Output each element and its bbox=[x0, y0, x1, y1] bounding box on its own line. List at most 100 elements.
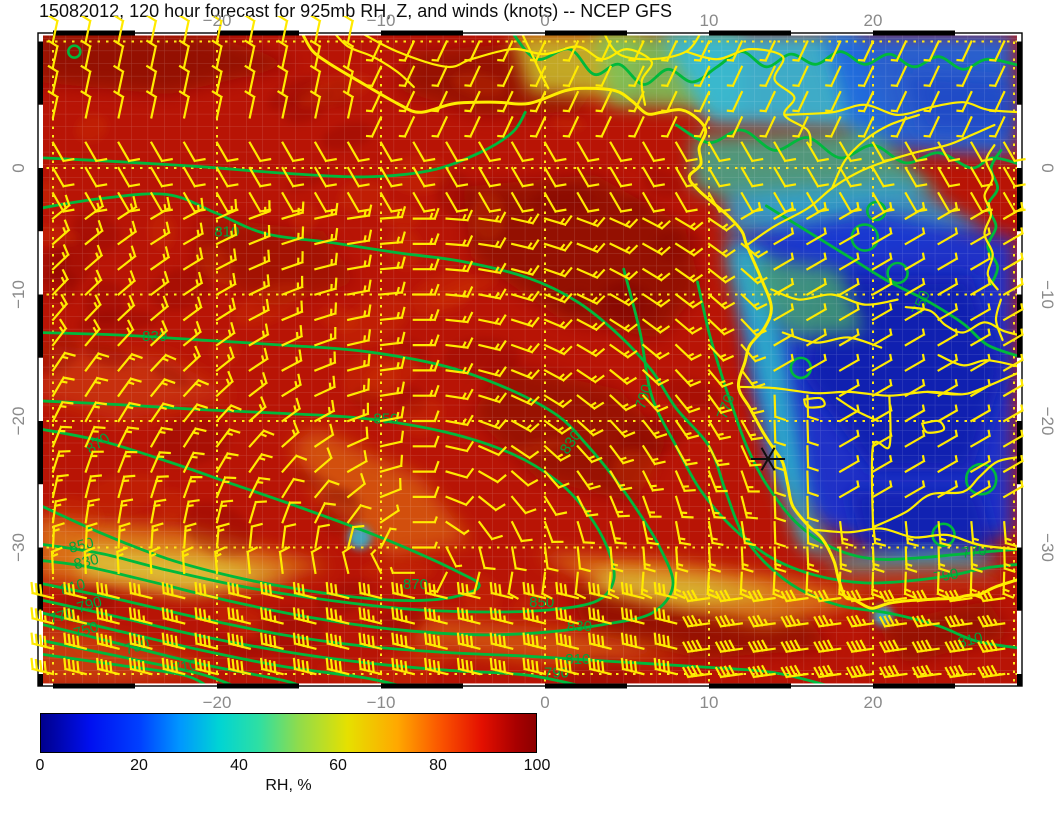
wind-barb bbox=[641, 318, 671, 334]
wind-barb bbox=[726, 65, 744, 88]
wind-barb bbox=[248, 323, 270, 347]
wind-barb bbox=[904, 328, 926, 347]
wind-barb bbox=[576, 318, 606, 332]
wind-barb bbox=[609, 267, 639, 281]
wind-barb bbox=[937, 480, 959, 499]
wind-barb bbox=[890, 115, 908, 138]
x-axis-tick-label-top: 20 bbox=[864, 11, 883, 30]
wind-barb bbox=[682, 664, 711, 679]
wind-barb bbox=[574, 571, 587, 600]
wind-barb bbox=[314, 277, 338, 296]
wind-barb bbox=[346, 329, 372, 347]
wind-barb bbox=[244, 90, 256, 119]
wind-barb bbox=[937, 328, 959, 347]
wind-barb bbox=[313, 375, 336, 398]
wind-barb bbox=[478, 211, 507, 224]
wind-barb bbox=[937, 201, 959, 221]
wind-barb bbox=[510, 419, 540, 433]
wind-barb bbox=[805, 277, 828, 297]
wind-barb bbox=[609, 166, 633, 188]
wind-barb bbox=[117, 220, 138, 246]
wind-barb bbox=[969, 201, 992, 221]
wind-barb bbox=[412, 258, 440, 271]
wind-barb bbox=[161, 607, 186, 625]
wind-barb bbox=[325, 632, 350, 651]
wind-barb bbox=[112, 90, 125, 119]
wind-barb bbox=[714, 664, 744, 679]
wind-barb bbox=[1002, 379, 1024, 398]
plot-title: 15082012, 120 hour forecast for 925mb RH… bbox=[39, 1, 672, 21]
wind-barb bbox=[609, 292, 639, 307]
wind-barb bbox=[117, 195, 138, 221]
z-contour-line bbox=[38, 638, 238, 686]
wind-barb bbox=[806, 470, 819, 498]
wind-barb bbox=[248, 396, 267, 423]
colorbar-tick-label: 0 bbox=[35, 757, 45, 774]
wind-barb bbox=[661, 65, 678, 88]
wind-barb bbox=[259, 657, 284, 676]
wind-barb bbox=[543, 495, 568, 517]
wind-barb bbox=[248, 224, 271, 246]
wind-barb bbox=[740, 292, 768, 311]
y-axis-tick-label-left: 0 bbox=[9, 163, 28, 172]
wind-barb bbox=[346, 141, 370, 163]
wind-barb bbox=[489, 607, 514, 625]
wind-barb bbox=[346, 426, 369, 448]
border-or-river bbox=[781, 331, 883, 349]
wind-barb bbox=[871, 379, 893, 398]
wind-barb bbox=[276, 16, 289, 43]
wind-barb bbox=[714, 614, 744, 628]
wind-barb bbox=[477, 495, 506, 512]
frame-zebra-segment bbox=[38, 357, 43, 421]
wind-barb bbox=[857, 40, 875, 62]
wind-barb bbox=[576, 368, 605, 384]
wind-barb bbox=[838, 141, 862, 163]
wind-barb bbox=[149, 166, 173, 188]
wind-barb bbox=[423, 581, 448, 600]
wind-barb bbox=[346, 166, 370, 188]
wind-barb bbox=[412, 410, 440, 423]
wind-barb bbox=[47, 16, 59, 43]
wind-barb bbox=[510, 342, 540, 354]
wind-barb bbox=[773, 201, 795, 221]
y-axis-tick-label-left: −30 bbox=[9, 533, 28, 562]
wind-barb bbox=[456, 581, 481, 600]
wind-barb bbox=[977, 639, 1006, 654]
wind-barb bbox=[707, 267, 736, 284]
wind-barb bbox=[726, 90, 744, 113]
wind-barb bbox=[117, 498, 134, 524]
wind-barb bbox=[51, 425, 73, 448]
wind-barb bbox=[773, 353, 795, 372]
wind-barb bbox=[456, 632, 481, 651]
wind-barb bbox=[937, 379, 959, 398]
wind-barb bbox=[313, 191, 337, 214]
wind-barb bbox=[609, 520, 627, 545]
wind-barb bbox=[806, 546, 820, 573]
wind-barb bbox=[51, 244, 70, 271]
wind-barb bbox=[244, 64, 256, 94]
wind-barb bbox=[825, 90, 842, 113]
wind-barb bbox=[970, 521, 985, 548]
wind-barb bbox=[609, 141, 633, 163]
wind-barb bbox=[149, 377, 176, 398]
wind-barb bbox=[911, 664, 940, 679]
wind-barb bbox=[838, 227, 860, 246]
wind-barb bbox=[529, 40, 547, 62]
wind-barb bbox=[379, 356, 406, 372]
wind-barb bbox=[806, 495, 819, 523]
wind-barb bbox=[628, 40, 645, 62]
wind-barb bbox=[890, 90, 908, 113]
wind-barb bbox=[346, 254, 372, 271]
site-marker bbox=[751, 447, 786, 471]
wind-barb bbox=[510, 520, 533, 543]
wind-barb bbox=[773, 419, 787, 447]
wind-barb bbox=[379, 191, 403, 214]
wind-barb bbox=[346, 204, 373, 220]
z-contour-line bbox=[765, 204, 1022, 359]
wind-barb bbox=[478, 314, 507, 326]
wind-barb bbox=[412, 166, 436, 188]
wind-barb bbox=[871, 201, 893, 221]
z-contour-line bbox=[38, 331, 675, 637]
wind-barb bbox=[759, 115, 777, 138]
wind-barb bbox=[313, 479, 340, 499]
